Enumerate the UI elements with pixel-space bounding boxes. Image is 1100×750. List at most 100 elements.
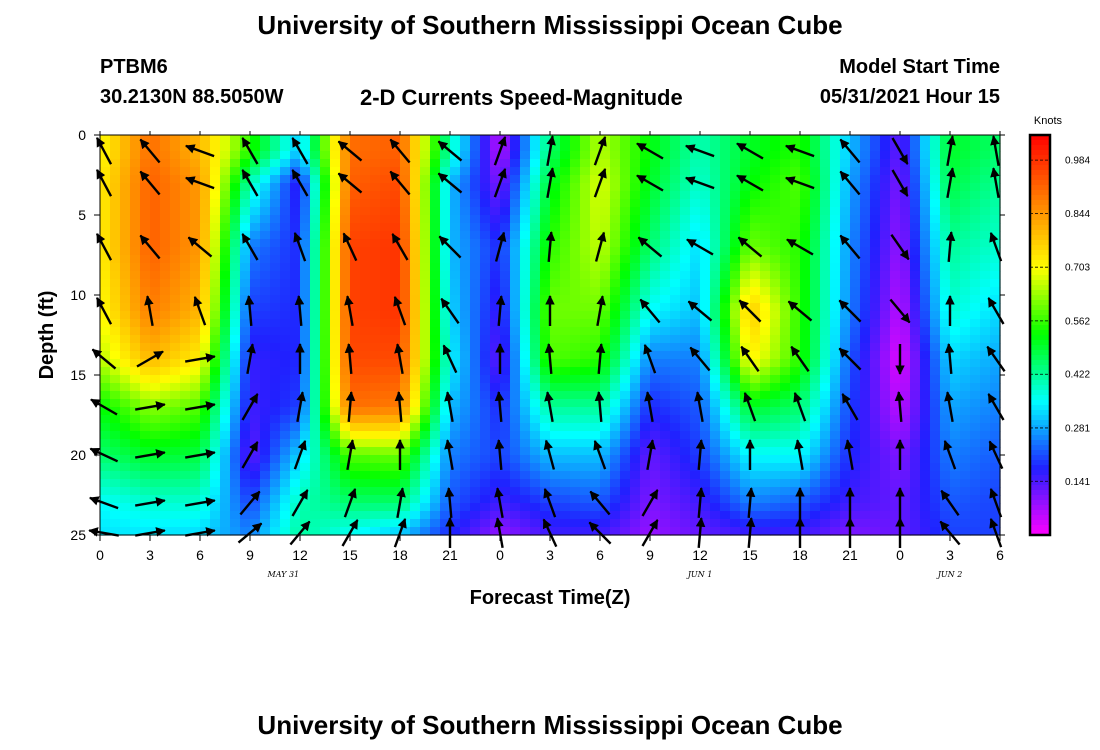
heat-cell — [670, 511, 681, 520]
heat-cell — [800, 183, 811, 192]
heat-cell — [970, 295, 981, 304]
heat-cell — [440, 319, 451, 328]
heat-cell — [850, 135, 861, 144]
heat-cell — [750, 327, 761, 336]
heat-cell — [920, 215, 931, 224]
heat-cell — [280, 479, 291, 488]
heat-cell — [640, 423, 651, 432]
heat-cell — [200, 455, 211, 464]
heat-cell — [190, 495, 201, 504]
heat-cell — [550, 407, 561, 416]
heat-cell — [540, 247, 551, 256]
heat-cell — [770, 447, 781, 456]
heat-cell — [500, 151, 511, 160]
heat-cell — [290, 263, 301, 272]
heat-cell — [690, 407, 701, 416]
heat-cell — [120, 143, 131, 152]
heat-cell — [120, 431, 131, 440]
colorbar-swatch — [1030, 155, 1050, 161]
heat-cell — [900, 351, 911, 360]
heat-cell — [470, 511, 481, 520]
heat-cell — [720, 487, 731, 496]
current-vector — [95, 168, 113, 197]
heat-cell — [300, 311, 311, 320]
heat-cell — [380, 511, 391, 520]
heat-cell — [670, 455, 681, 464]
heat-cell — [520, 415, 531, 424]
current-vector — [289, 520, 311, 546]
heat-cell — [280, 327, 291, 336]
heat-cell — [300, 263, 311, 272]
heat-cell — [170, 191, 181, 200]
heat-cell — [910, 159, 921, 168]
heat-cell — [580, 215, 591, 224]
heat-cell — [830, 399, 841, 408]
heat-cell — [100, 271, 111, 280]
heat-cell — [690, 367, 701, 376]
heat-cell — [900, 343, 911, 352]
heat-cell — [910, 167, 921, 176]
heat-cell — [550, 471, 561, 480]
heat-cell — [340, 319, 351, 328]
heat-cell — [900, 431, 911, 440]
heat-cell — [920, 431, 931, 440]
heat-cell — [270, 407, 281, 416]
heat-cell — [160, 279, 171, 288]
heat-cell — [330, 183, 341, 192]
heat-cell — [700, 223, 711, 232]
heat-cell — [290, 439, 301, 448]
heat-cell — [570, 343, 581, 352]
heat-cell — [330, 311, 341, 320]
heat-cell — [360, 263, 371, 272]
heat-cell — [200, 487, 211, 496]
heat-cell — [460, 351, 471, 360]
heat-cell — [980, 287, 991, 296]
heat-cell — [760, 191, 771, 200]
heat-cell — [490, 463, 501, 472]
heat-cell — [470, 431, 481, 440]
heat-cell — [520, 423, 531, 432]
heat-cell — [150, 503, 161, 512]
heat-cell — [230, 231, 241, 240]
heat-cell — [420, 447, 431, 456]
heat-cell — [770, 527, 781, 536]
heat-cell — [260, 399, 271, 408]
heat-cell — [230, 319, 241, 328]
heat-cell — [220, 375, 231, 384]
heat-cell — [380, 303, 391, 312]
current-vector — [636, 174, 664, 192]
heat-cell — [130, 207, 141, 216]
heat-cell — [610, 279, 621, 288]
colorbar-swatch — [1030, 495, 1050, 501]
heat-cell — [480, 311, 491, 320]
heat-cell — [280, 303, 291, 312]
colorbar-swatch — [1030, 470, 1050, 476]
heat-cell — [450, 167, 461, 176]
heat-cell — [910, 503, 921, 512]
heat-cell — [450, 455, 461, 464]
colorbar-swatch — [1030, 420, 1050, 426]
heat-cell — [240, 519, 251, 528]
heat-cell — [430, 199, 441, 208]
heat-cell — [210, 319, 221, 328]
heat-cell — [490, 527, 501, 536]
heat-cell — [310, 407, 321, 416]
heat-cell — [400, 455, 411, 464]
current-vector — [95, 136, 113, 165]
heat-cell — [580, 295, 591, 304]
current-vector — [543, 487, 557, 518]
heat-cell — [600, 207, 611, 216]
heat-cell — [810, 143, 821, 152]
heat-cell — [100, 167, 111, 176]
heat-cell — [690, 423, 701, 432]
heat-cell — [490, 319, 501, 328]
heat-cell — [780, 415, 791, 424]
heat-cell — [860, 367, 871, 376]
heat-cell — [710, 375, 721, 384]
heat-cell — [540, 239, 551, 248]
heat-cell — [730, 487, 741, 496]
heat-cell — [730, 479, 741, 488]
heat-cell — [180, 367, 191, 376]
heat-cell — [190, 207, 201, 216]
heat-cell — [560, 359, 571, 368]
